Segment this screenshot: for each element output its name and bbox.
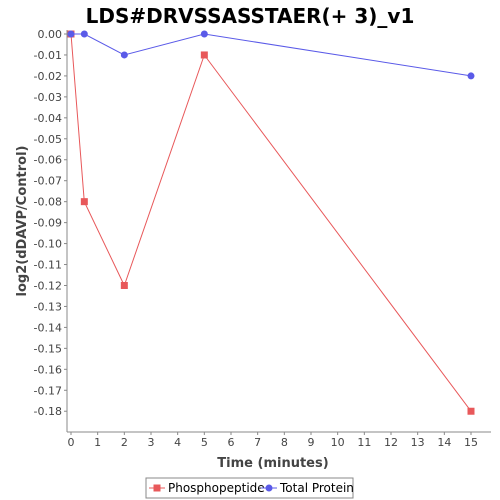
y-tick-label: -0.08: [34, 196, 62, 209]
y-tick-label: -0.18: [34, 405, 62, 418]
y-tick-label: -0.11: [34, 259, 62, 272]
y-tick-label: -0.06: [34, 154, 62, 167]
legend-box: [145, 477, 354, 499]
x-tick-label: 6: [228, 436, 235, 449]
y-tick-label: -0.15: [34, 342, 62, 355]
x-tick-label: 3: [148, 436, 155, 449]
total-protein-point: [80, 30, 88, 38]
total-protein-point: [67, 30, 75, 38]
y-tick-label: -0.03: [34, 91, 62, 104]
x-tick-label: 2: [121, 436, 128, 449]
y-tick-label: -0.02: [34, 70, 62, 83]
y-tick-label: 0.00: [38, 28, 63, 41]
y-axis-label: log2(dDAVP/Control): [15, 146, 30, 297]
legend-phospho-marker: [153, 484, 161, 492]
phosphopeptide-point: [120, 281, 128, 289]
chart-title: LDS#DRVSSASSTAER(+ 3)_v1: [86, 4, 415, 28]
x-tick-label: 0: [68, 436, 75, 449]
x-axis-label: Time (minutes): [217, 456, 328, 471]
phosphopeptide-point: [80, 198, 88, 206]
legend: Phosphopeptide Total Protein: [145, 477, 354, 499]
legend-total-label: Total Protein: [279, 481, 354, 495]
x-tick-label: 1: [94, 436, 101, 449]
phosphopeptide-line: [70, 33, 472, 412]
plot-series: [67, 30, 475, 415]
y-tick-label: -0.14: [34, 321, 62, 334]
y-tick-label: -0.05: [34, 133, 62, 146]
x-tick-label: 4: [174, 436, 181, 449]
x-tick-label: 9: [308, 436, 315, 449]
y-tick-label: -0.10: [34, 238, 62, 251]
y-axis-ticks: 0.00 -0.01 -0.02 -0.03 -0.04 -0.05 -0.06 -0.07 -…: [34, 28, 67, 418]
y-tick-label: -0.16: [34, 363, 62, 376]
x-tick-label: 12: [384, 436, 398, 449]
x-tick-label: 7: [254, 436, 261, 449]
phosphopeptide-point: [200, 51, 208, 59]
y-tick-label: -0.04: [34, 112, 62, 125]
legend-total-marker: [265, 484, 273, 492]
x-tick-label: 13: [411, 436, 425, 449]
x-tick-label: 14: [437, 436, 451, 449]
y-tick-label: -0.07: [34, 175, 62, 188]
y-tick-label: -0.01: [34, 49, 62, 62]
x-tick-label: 11: [357, 436, 371, 449]
phosphopeptide-point: [467, 407, 475, 415]
total-protein-point: [467, 72, 475, 80]
y-tick-label: -0.13: [34, 300, 62, 313]
total-protein-point: [120, 51, 128, 59]
x-tick-label: 15: [464, 436, 478, 449]
total-protein-point: [200, 30, 208, 38]
x-tick-label: 8: [281, 436, 288, 449]
legend-phospho-label: Phosphopeptide: [168, 481, 265, 495]
y-tick-label: -0.09: [34, 217, 62, 230]
y-tick-label: -0.12: [34, 279, 62, 292]
x-axis-ticks: 0 1 2 3 4 5 6 7 8 9 10 11 12 13 14 15: [68, 432, 478, 449]
x-tick-label: 5: [201, 436, 208, 449]
x-tick-label: 10: [331, 436, 345, 449]
y-tick-label: -0.17: [34, 384, 62, 397]
total-protein-line: [71, 33, 472, 77]
